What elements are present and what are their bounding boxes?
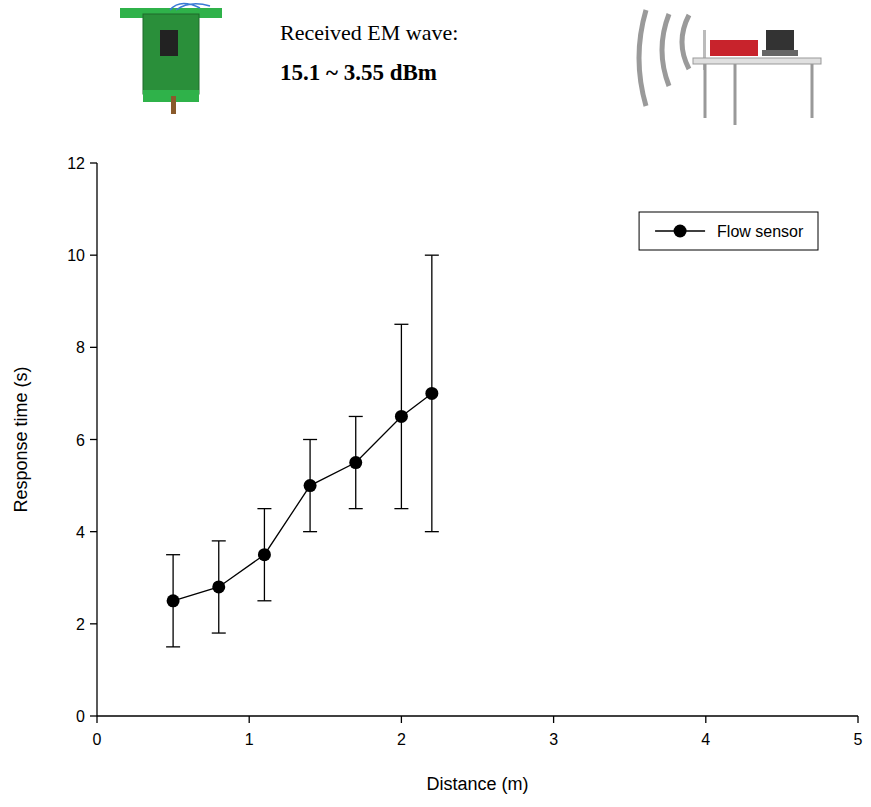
annotation: 15.1 ~ 3.55 dBm — [280, 60, 437, 85]
wave-arc — [682, 15, 689, 69]
y-tick — [90, 623, 97, 624]
y-tick-label: 10 — [67, 247, 85, 264]
data-point — [349, 456, 362, 469]
error-bar-cap — [425, 531, 439, 532]
legend-label: Flow sensor — [717, 223, 804, 240]
data-point — [425, 387, 438, 400]
y-tick — [90, 715, 97, 716]
y-tick-label: 12 — [67, 155, 85, 172]
x-tick — [553, 716, 554, 723]
x-tick — [96, 716, 97, 723]
x-axis — [97, 715, 858, 716]
table-leg — [734, 64, 737, 125]
x-tick-label: 0 — [93, 731, 102, 748]
laptop-base — [762, 50, 798, 56]
error-bar — [257, 509, 271, 601]
x-tick — [249, 716, 250, 723]
error-bar — [349, 416, 363, 508]
x-tick — [401, 716, 402, 723]
y-tick-label: 0 — [76, 708, 85, 725]
error-bar — [212, 541, 226, 633]
table-leg — [811, 64, 814, 118]
error-bar — [425, 255, 439, 532]
y-axis-title: Response time (s) — [11, 366, 31, 512]
sensor-illustration — [120, 3, 222, 114]
probe — [171, 96, 176, 114]
error-bar-cap — [212, 632, 226, 633]
x-axis-title: Distance (m) — [426, 774, 528, 794]
error-bar — [166, 555, 180, 647]
error-bar-cap — [303, 439, 317, 440]
axes: 024681012012345 — [67, 155, 862, 748]
transmitter-illustration — [639, 10, 821, 125]
x-tick-label: 3 — [549, 731, 558, 748]
error-bar-cap — [349, 416, 363, 417]
y-tick-label: 2 — [76, 616, 85, 633]
y-tick — [90, 439, 97, 440]
board — [143, 14, 199, 94]
error-bar-cap — [394, 508, 408, 509]
error-bar-cap — [166, 646, 180, 647]
data-point — [258, 548, 271, 561]
error-bar — [394, 324, 408, 508]
wave-arc — [639, 10, 646, 106]
y-tick-label: 4 — [76, 524, 85, 541]
y-tick-label: 6 — [76, 432, 85, 449]
data-layer — [166, 255, 439, 647]
x-tick-label: 4 — [701, 731, 710, 748]
error-bar-cap — [212, 540, 226, 541]
data-point — [395, 410, 408, 423]
y-tick-label: 8 — [76, 339, 85, 356]
error-bar — [303, 440, 317, 532]
x-tick — [705, 716, 706, 723]
annotation: Received EM wave: — [280, 20, 458, 45]
error-bar-cap — [257, 600, 271, 601]
x-tick-label: 2 — [397, 731, 406, 748]
x-tick-label: 1 — [245, 731, 254, 748]
x-tick-label: 5 — [854, 731, 863, 748]
legend-box — [639, 212, 818, 250]
data-point — [212, 580, 225, 593]
table-leg — [704, 64, 707, 118]
error-bar-cap — [303, 531, 317, 532]
wave-arc — [662, 14, 669, 86]
chip — [160, 30, 178, 56]
error-bar-cap — [425, 255, 439, 256]
data-point — [167, 594, 180, 607]
error-bar-cap — [349, 508, 363, 509]
legend: Flow sensor — [639, 212, 818, 250]
analyzer — [710, 40, 758, 56]
legend-marker — [674, 225, 687, 238]
table-top — [693, 58, 821, 64]
laptop-screen — [766, 30, 794, 50]
y-tick — [90, 162, 97, 163]
data-point — [304, 479, 317, 492]
y-tick — [90, 347, 97, 348]
series-line — [173, 393, 432, 600]
chart: Received EM wave:15.1 ~ 3.55 dBm02468101… — [0, 0, 871, 807]
error-bar-cap — [257, 508, 271, 509]
y-tick — [90, 531, 97, 532]
x-tick — [857, 716, 858, 723]
y-tick — [90, 255, 97, 256]
wire — [170, 3, 210, 10]
error-bar-cap — [166, 554, 180, 555]
error-bar-cap — [394, 324, 408, 325]
